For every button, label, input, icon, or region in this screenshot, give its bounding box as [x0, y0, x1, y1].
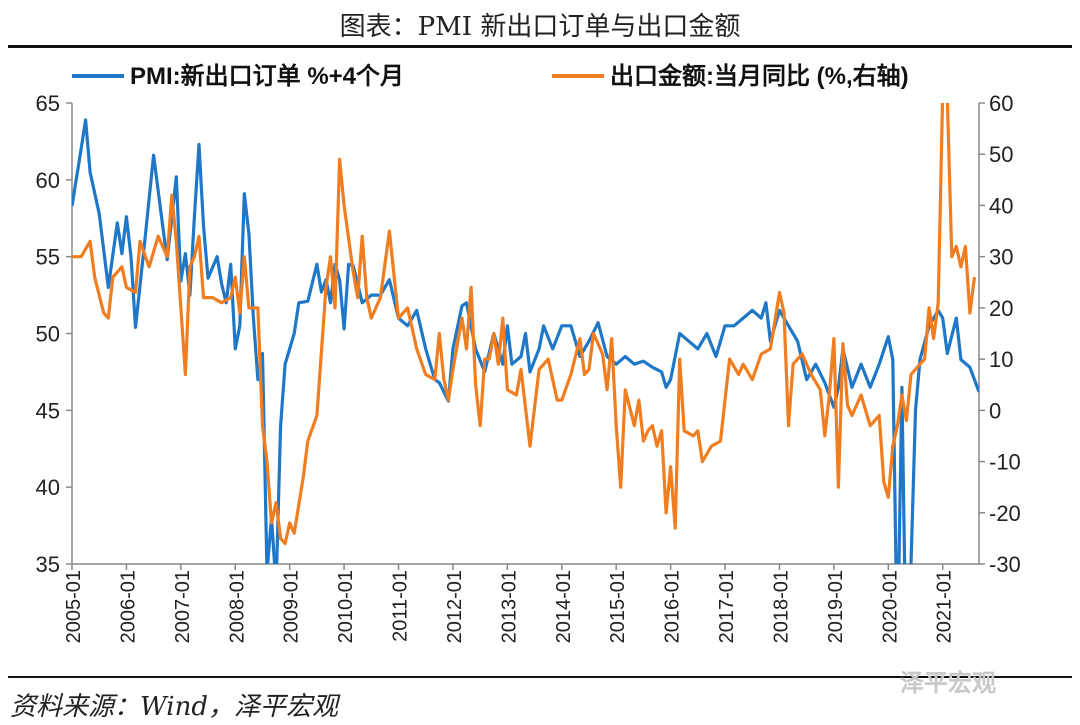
x-tick-label: 2015-01	[607, 570, 629, 643]
source-note: 资料来源：Wind，泽平宏观	[10, 692, 338, 722]
y-right-tick-label: 60	[989, 91, 1013, 116]
legend-label-pmi: PMI:新出口订单 %+4个月	[130, 62, 404, 90]
y-right-tick-label: 40	[989, 193, 1013, 218]
x-tick-label: 2013-01	[498, 570, 520, 643]
y-left-tick-label: 55	[36, 245, 60, 270]
y-right-tick-label: 30	[989, 245, 1013, 270]
watermark: 泽平宏观	[900, 669, 996, 697]
series-line-export	[72, 103, 977, 546]
legend-label-export: 出口金额:当月同比 (%,右轴)	[610, 62, 909, 90]
y-right-tick-label: 0	[989, 398, 1001, 423]
x-tick-label: 2009-01	[281, 570, 303, 643]
chart-title: 图表：PMI 新出口订单与出口金额	[339, 12, 741, 42]
x-tick-label: 2010-01	[335, 570, 357, 643]
axes: 35 40 45 50 55 60 65 -30 -20 -10 0 10 20 30 40 50 60 2005…	[36, 91, 1021, 643]
y-right-tick-label: -10	[989, 450, 1021, 475]
footer-rule	[8, 676, 1072, 678]
legend: PMI:新出口订单 %+4个月 出口金额:当月同比 (%,右轴)	[72, 62, 909, 90]
y-right-tick-label: -30	[989, 552, 1021, 577]
y-right-tick-label: 10	[989, 347, 1013, 372]
x-tick-label: 2016-01	[662, 570, 684, 643]
plot-area	[72, 103, 979, 564]
y-right-tick-label: -20	[989, 501, 1021, 526]
y-left-tick-label: 35	[36, 552, 60, 577]
y-left-tick-label: 65	[36, 91, 60, 116]
y-right-tick-label: 50	[989, 142, 1013, 167]
x-tick-label: 2017-01	[716, 570, 738, 643]
x-tick-label: 2005-01	[63, 570, 85, 643]
y-right-tick-label: 20	[989, 296, 1013, 321]
x-tick-label: 2020-01	[879, 570, 901, 643]
x-tick-label: 2021-01	[934, 570, 956, 643]
x-tick-label: 2008-01	[226, 570, 248, 643]
x-tick-label: 2018-01	[770, 570, 792, 643]
x-tick-label: 2012-01	[444, 570, 466, 643]
x-tick-label: 2006-01	[117, 570, 139, 643]
x-tick-label: 2019-01	[825, 570, 847, 643]
x-tick-label: 2011-01	[390, 570, 412, 642]
title-rule	[8, 45, 1072, 48]
x-tick-label: 2007-01	[172, 570, 194, 643]
y-left-tick-label: 50	[36, 322, 60, 347]
y-left-tick-label: 40	[36, 475, 60, 500]
y-left-tick-label: 60	[36, 168, 60, 193]
y-left-tick-label: 45	[36, 398, 60, 423]
x-tick-label: 2014-01	[553, 570, 575, 643]
